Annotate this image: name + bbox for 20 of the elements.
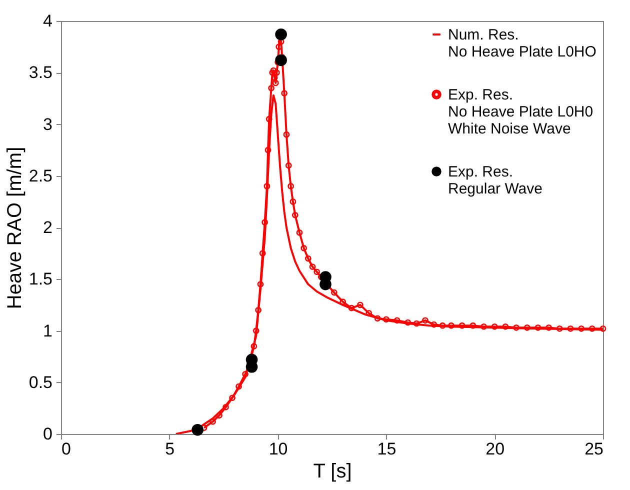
y-tick-label: 4 (43, 12, 52, 30)
x-tick-label: 15 (377, 440, 396, 458)
legend-label: Exp. Res. Regular Wave (448, 164, 542, 198)
y-tick-label: 3 (43, 114, 52, 134)
x-tick-label: 25 (584, 440, 604, 458)
y-tick-label: 3.5 (28, 63, 52, 82)
y-tick-label: 2 (43, 218, 52, 237)
x-tick-label: 20 (486, 440, 505, 458)
x-tick-label: 5 (165, 440, 175, 458)
x-tick-label: 0 (62, 440, 71, 458)
x-tick-label: 10 (268, 440, 288, 458)
x-axis-title: T [s] (313, 460, 352, 482)
y-tick-label: 0 (43, 424, 52, 444)
legend-label: Num. Res. No Heave Plate L0HO (448, 26, 596, 60)
y-axis-title: Heave RAO [m/m] (4, 146, 26, 310)
y-tick-label: 0.5 (28, 372, 52, 392)
y-tick-label: 1 (43, 321, 52, 340)
legend-label: Exp. Res. No Heave Plate L0H0 White Noise Wave (448, 86, 594, 138)
y-tick-label: 2.5 (28, 166, 52, 186)
y-tick-label: 1.5 (28, 270, 52, 289)
